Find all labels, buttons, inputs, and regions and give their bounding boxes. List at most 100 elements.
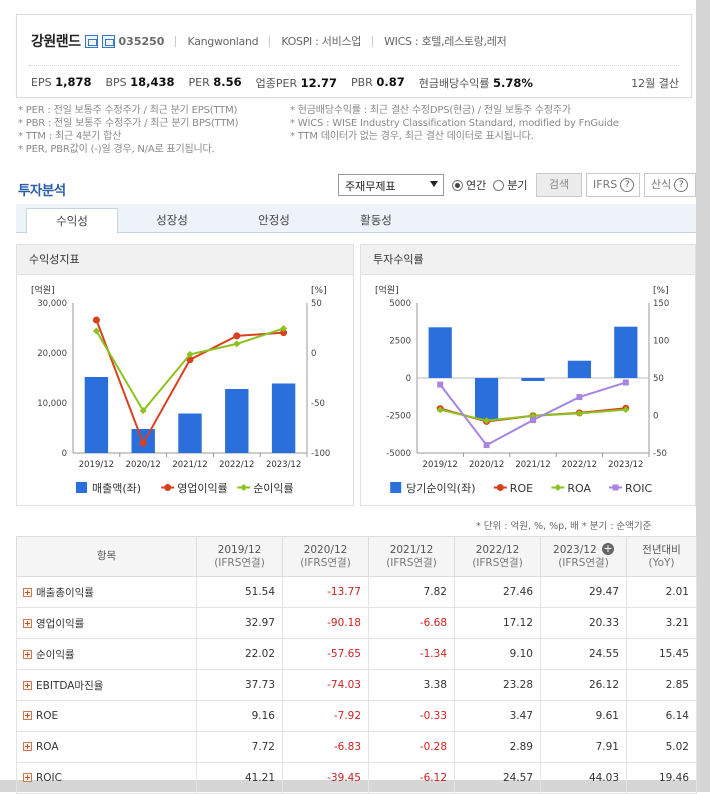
row-label[interactable]: 영업이익률 [16, 607, 197, 639]
homepage-icon[interactable] [84, 34, 98, 48]
expand-row-icon[interactable] [23, 680, 32, 690]
metric-dividend-yield: 현금배당수익률 5.78% [418, 76, 533, 90]
tab-activity[interactable]: 활동성 [360, 213, 392, 227]
data-point [233, 332, 241, 340]
bar [178, 413, 202, 453]
footnotes-right: * 현금배당수익률 : 최근 결산 수정DPS(현금) / 전일 보통주 수정주… [290, 104, 619, 143]
table-cell: 3.47 [454, 700, 541, 732]
table-cell: 7.82 [368, 576, 455, 608]
expand-row-icon[interactable] [23, 773, 32, 782]
tab-stability[interactable]: 안정성 [258, 213, 290, 227]
row-label-text: ROE [36, 710, 59, 722]
row-label[interactable]: 매출총이익률 [16, 576, 197, 608]
search-button[interactable]: 검색 [536, 173, 582, 197]
expand-row-icon[interactable] [23, 711, 32, 720]
table-cell: -6.12 [368, 762, 455, 794]
profitability-chart: [억원] [%] 30,000 20,000 10,000 0 50 0 -50 -100 2019… [31, 284, 330, 495]
english-name: Kangwonland [187, 34, 259, 48]
series-line [95, 327, 284, 413]
legend-swatch [76, 482, 87, 493]
row-label[interactable]: ROIC [16, 762, 197, 794]
expand-columns-icon[interactable]: + [601, 542, 614, 555]
y-tick-label-right: 100 [653, 337, 669, 347]
data-point [622, 379, 629, 386]
footnote: * TTM : 최근 4분기 합산 [18, 131, 122, 142]
data-point [530, 417, 536, 424]
table-cell: 17.12 [454, 607, 541, 639]
card-divider [29, 65, 679, 66]
y-tick-label-right: -50 [311, 399, 325, 409]
row-label[interactable]: EBITDA마진율 [16, 669, 197, 701]
row-label-text: 순이익률 [36, 648, 75, 661]
table-cell: -0.28 [368, 731, 455, 763]
data-point [576, 394, 583, 401]
radio-quarter-label[interactable]: 분기 [507, 179, 528, 192]
expand-row-icon[interactable] [23, 649, 32, 659]
row-label[interactable]: ROA [16, 731, 197, 763]
row-label[interactable]: ROE [16, 700, 197, 732]
chart-title: 투자수익률 [361, 245, 695, 275]
divider [175, 35, 177, 47]
question-icon: ? [674, 178, 689, 192]
legend-label: 영업이익률 [177, 482, 228, 495]
expand-row-icon[interactable] [23, 742, 32, 751]
row-label-text: ROA [36, 741, 59, 753]
bar [84, 377, 109, 453]
data-point [575, 409, 583, 417]
footnotes-left: * PER : 전일 보통주 수정주가 / 최근 분기 EPS(TTM) * P… [18, 104, 238, 156]
x-tick-label: 2020/12 [126, 460, 161, 470]
radio-annual[interactable] [452, 179, 463, 191]
yoy-cell: 2.01 [626, 576, 697, 608]
ifrs-label: IFRS [593, 178, 618, 191]
report-type-select[interactable]: 주재무제표 [338, 174, 444, 196]
fiscal-year-end: 12월 결산 [631, 77, 679, 90]
tab-profitability[interactable]: 수익성 [26, 208, 118, 234]
chart-title: 수익성지표 [17, 245, 353, 275]
yoy-cell: 19.46 [626, 762, 697, 794]
header-year: 2023/12 + (IFRS연결) [540, 536, 627, 577]
profitability-chart-panel: 수익성지표 [억원] [%] 30,000 20,000 10,000 0 50 0 -50 -1… [16, 244, 354, 506]
expand-row-icon[interactable] [23, 587, 32, 597]
footnote: * WICS : WISE Industry Classification St… [290, 118, 619, 129]
row-label-text: ROIC [36, 772, 62, 784]
y-tick-label-left: 2500 [389, 337, 411, 347]
legend-marker [554, 484, 562, 491]
bar [428, 327, 452, 378]
bar [614, 326, 638, 378]
legend-label: ROE [510, 482, 533, 495]
table-cell: 23.28 [454, 669, 541, 701]
report-type-value: 주재무제표 [345, 180, 396, 193]
company-summary-card: 강원랜드 035250 Kangwonland KOSPI : 서비스업 WIC… [16, 14, 692, 98]
ifrs-help-button[interactable]: IFRS ? [586, 173, 640, 197]
x-tick-label: 2021/12 [515, 460, 550, 470]
company-info-icon[interactable] [101, 34, 115, 48]
y-tick-label-right: -50 [653, 449, 667, 459]
formula-help-button[interactable]: 산식 ? [644, 173, 696, 197]
table-cell: -39.45 [282, 762, 369, 794]
bar [567, 360, 591, 378]
data-point [529, 412, 537, 420]
company-row: 강원랜드 035250 Kangwonland KOSPI : 서비스업 WIC… [31, 31, 507, 51]
y-tick-label-left: -5000 [386, 449, 411, 459]
row-label[interactable]: 순이익률 [16, 638, 197, 670]
tab-growth[interactable]: 성장성 [156, 213, 188, 227]
table-cell: 29.47 [540, 576, 627, 608]
y-tick-label-left: 30,000 [37, 299, 67, 309]
x-tick-label: 2023/12 [266, 460, 301, 470]
radio-annual-label[interactable]: 연간 [466, 179, 487, 192]
table-cell: 41.21 [196, 762, 283, 794]
legend-marker [612, 484, 619, 491]
bar [225, 389, 249, 453]
table-cell: 2.89 [454, 731, 541, 763]
y-tick-label-left: -2500 [386, 412, 411, 422]
data-point [233, 340, 241, 348]
question-icon: ? [620, 178, 635, 192]
expand-row-icon[interactable] [23, 618, 32, 628]
right-frame [696, 0, 710, 792]
x-tick-label: 2022/12 [219, 460, 254, 470]
data-point [483, 417, 491, 425]
table-cell: 22.02 [196, 638, 283, 670]
footnote: * PER : 전일 보통주 수정주가 / 최근 분기 EPS(TTM) [18, 105, 238, 116]
radio-quarter[interactable] [493, 179, 505, 191]
table-row: 매출총이익률 51.54 -13.77 7.82 27.46 29.47 2.01 [16, 576, 697, 608]
